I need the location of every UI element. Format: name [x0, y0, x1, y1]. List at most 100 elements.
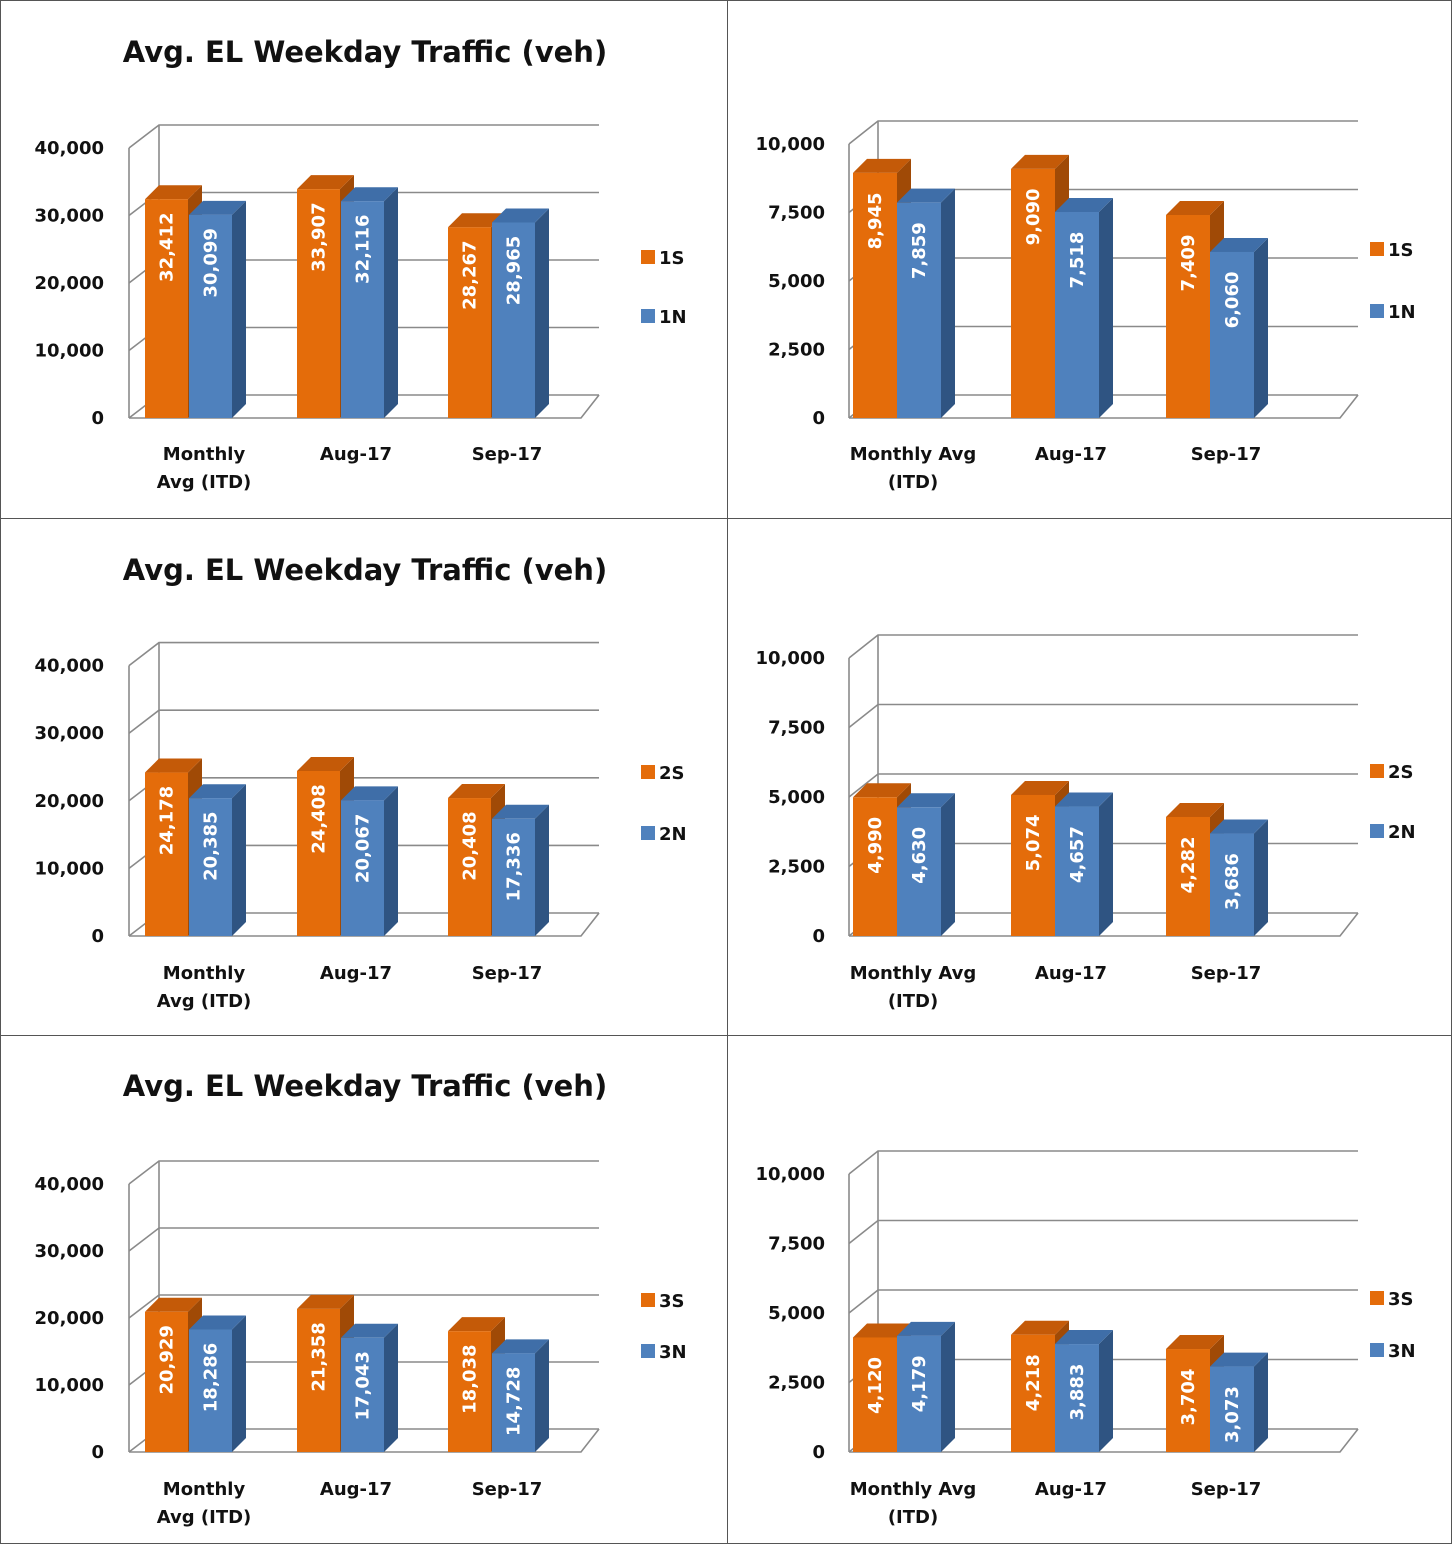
legend-swatch: [1370, 304, 1384, 318]
bar-top: [897, 188, 955, 203]
chart-group: Avg. EL Peak Period Traffic (veh)**02,50…: [756, 634, 1416, 1012]
x-tick-label: Sep-17: [1191, 963, 1262, 984]
chart-panel: Avg. EL Weekday Traffic (veh) 0 10,000 20,0…: [0, 518, 728, 1036]
y-tick-label: 0: [91, 926, 104, 947]
x-tick-label: Sep-17: [1191, 444, 1262, 465]
bar-top: [1166, 802, 1224, 817]
x-tick-label: Avg (ITD): [157, 472, 252, 493]
x-tick-label: Avg (ITD): [157, 1507, 252, 1528]
chart-svg: Avg. EL Weekday Traffic (veh) 0 10,000 20,0…: [35, 1069, 687, 1528]
legend-label: 2N: [1388, 822, 1416, 843]
gridline: [848, 634, 1358, 659]
bar: [297, 771, 340, 936]
x-tick-label: Monthly: [163, 1479, 246, 1500]
chart-group: Avg. EL Weekday Traffic (veh) 0 10,000 20,0…: [35, 553, 687, 1012]
data-label: 7,859: [909, 222, 930, 279]
gridline: [848, 1289, 1358, 1314]
floor-edge: [129, 1428, 600, 1453]
data-label: 4,120: [865, 1357, 886, 1414]
chart-panel: Avg. EL Peak Period Traffic (veh)**02,50…: [727, 518, 1452, 1036]
chart-group: Avg. EL Peak Period Traffic (veh)**02,50…: [756, 1150, 1416, 1528]
data-label: 14,728: [504, 1367, 525, 1436]
bar-top: [853, 1323, 911, 1338]
bar-top: [341, 1323, 398, 1338]
legend-label: 3S: [659, 1291, 685, 1312]
bar: [341, 201, 384, 418]
bar: [1210, 1366, 1254, 1452]
data-label: 5,074: [1023, 814, 1044, 871]
legend-swatch: [641, 250, 655, 264]
x-tick-label: Monthly Avg: [850, 963, 977, 984]
chart-svg: Avg. EL Peak Period Traffic (veh)**02,50…: [756, 1150, 1416, 1528]
legend-label: 2N: [659, 824, 687, 845]
x-tick-label: Avg (ITD): [157, 991, 252, 1012]
bar-side: [1099, 1330, 1113, 1452]
bar-side: [1254, 819, 1268, 936]
chart-title: Avg. EL Weekday Traffic (veh): [123, 1069, 607, 1103]
data-label: 4,282: [1178, 836, 1199, 893]
legend-swatch: [641, 1344, 655, 1358]
data-label: 3,073: [1222, 1386, 1243, 1443]
bar: [1166, 1349, 1210, 1452]
bar-top: [1210, 237, 1268, 252]
bar: [189, 1329, 232, 1452]
bar: [1166, 816, 1210, 936]
bar-side: [941, 1321, 955, 1452]
x-tick-label: Aug-17: [1035, 963, 1107, 984]
y-tick-label: 10,000: [756, 134, 825, 155]
x-tick-label: Aug-17: [1035, 1479, 1107, 1500]
y-tick-label: 10,000: [35, 341, 104, 362]
data-label: 32,116: [353, 214, 374, 283]
bar: [297, 1308, 340, 1452]
bar-top: [448, 213, 505, 228]
y-tick-label: 30,000: [35, 723, 104, 744]
y-tick-label: 0: [812, 1442, 825, 1463]
bar-top: [492, 1339, 549, 1354]
bar: [1210, 833, 1254, 936]
gridline: [848, 1219, 1358, 1245]
bar: [189, 798, 232, 936]
gridline: [848, 703, 1358, 729]
y-tick-label: 0: [812, 408, 825, 429]
x-tick-label: (ITD): [888, 472, 938, 493]
bar-side: [535, 804, 549, 936]
bar: [448, 1331, 491, 1452]
y-tick-label: 5,000: [768, 1303, 825, 1324]
data-label: 24,178: [157, 786, 178, 855]
bar: [897, 1335, 941, 1452]
x-tick-label: Aug-17: [1035, 444, 1107, 465]
x-tick-label: Aug-17: [320, 963, 392, 984]
bar: [1166, 214, 1210, 418]
y-tick-label: 10,000: [35, 858, 104, 879]
bar-side: [232, 1315, 246, 1452]
bar-top: [1011, 154, 1069, 169]
data-label: 33,907: [309, 202, 330, 271]
data-label: 20,408: [460, 811, 481, 880]
x-tick-label: (ITD): [888, 991, 938, 1012]
floor-edge: [129, 912, 600, 937]
bar: [853, 172, 897, 418]
x-tick-label: Monthly: [163, 444, 246, 465]
y-tick-label: 10,000: [35, 1375, 104, 1396]
y-tick-label: 30,000: [35, 206, 104, 227]
bar: [1055, 212, 1099, 418]
chart-panel: Avg. EL Weekday Traffic (veh) 0 10,000 20,0…: [0, 1035, 728, 1544]
bar: [897, 807, 941, 936]
data-label: 18,038: [460, 1344, 481, 1413]
data-label: 4,630: [909, 827, 930, 884]
data-label: 24,408: [309, 784, 330, 853]
data-label: 8,945: [865, 192, 886, 249]
bar-top: [1011, 1320, 1069, 1335]
gridline: [128, 1160, 599, 1185]
data-label: 6,060: [1222, 271, 1243, 328]
legend-swatch: [1370, 824, 1384, 838]
bar: [341, 800, 384, 936]
data-label: 4,657: [1067, 826, 1088, 883]
bar-top: [897, 793, 955, 808]
data-label: 17,043: [353, 1351, 374, 1420]
chart-svg: Avg. EL Peak Period Traffic (veh)**02,50…: [756, 634, 1416, 1012]
x-tick-label: Aug-17: [320, 1479, 392, 1500]
bar: [341, 1337, 384, 1452]
legend-swatch: [641, 765, 655, 779]
